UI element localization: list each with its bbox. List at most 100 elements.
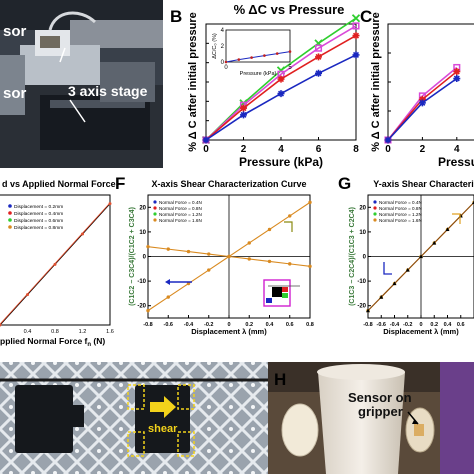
x-tick-label: 2 — [241, 144, 247, 155]
y-tick-label: 0 — [143, 255, 147, 261]
data-point — [240, 104, 247, 112]
inset-point — [224, 60, 228, 64]
data-point — [277, 90, 285, 98]
sensor-sketch-cell — [282, 287, 288, 292]
photo-h: Sensor on gripper — [268, 362, 474, 474]
legend-marker — [373, 218, 377, 222]
x-tick-label: 0.4 — [24, 329, 32, 335]
inset-x-tick-label: 0 — [224, 65, 228, 71]
panel-label-g: G — [338, 174, 351, 193]
chart-g: Y-axis Shear Characterizati-0.8-0.6-0.4-… — [349, 179, 474, 336]
x-axis-label: Pressu — [438, 155, 474, 169]
legend-entry: Normal Force = 0.4N — [159, 200, 202, 205]
shear-label: shear — [148, 423, 178, 435]
data-point — [308, 200, 312, 205]
arrow-head-icon — [165, 279, 170, 285]
photo-h-label-line1: Sensor on — [348, 390, 412, 405]
x-tick-label: -0.2 — [403, 322, 412, 328]
sensor-sketch-frame — [263, 279, 291, 307]
y-tick-label: 10 — [359, 230, 366, 236]
legend-marker — [373, 200, 377, 204]
panel-label-f: F — [115, 174, 125, 193]
legend-entry: Normal Force = 0.4N — [379, 200, 422, 205]
x-tick-label: 0.6 — [286, 322, 294, 328]
chart-title: d vs Applied Normal Force — [2, 179, 116, 189]
x-tick-label: 4 — [278, 144, 284, 155]
x-tick-label: 0.8 — [51, 329, 59, 335]
data-point — [453, 75, 461, 83]
x-tick-label: 1.2 — [79, 329, 87, 335]
x-tick-label: 2 — [420, 144, 426, 155]
inset-point — [263, 54, 266, 57]
data-point — [53, 262, 57, 266]
legend-marker — [8, 211, 12, 215]
y-tick-label: -10 — [137, 279, 146, 285]
data-point — [352, 32, 360, 40]
x-axis-label: Displacement λ (mm) — [191, 327, 267, 336]
data-point — [445, 227, 450, 232]
x-tick-label: 0 — [227, 322, 230, 328]
legend-entry: Normal Force = 1.2N — [159, 212, 202, 217]
data-point — [26, 293, 29, 297]
inset-frame — [225, 29, 291, 63]
y-axis-label: % Δ C after initial pressure — [370, 12, 382, 152]
chart-title: Y-axis Shear Characterizati — [373, 179, 474, 189]
x-tick-label: 0 — [419, 322, 422, 328]
data-point — [247, 257, 251, 261]
x-tick-label: 6 — [316, 144, 322, 155]
y-tick-label: -20 — [357, 304, 366, 310]
chart-b: % ΔC vs Pressure 0 2 4 6 8 Pressure (kPa) % Δ C… — [187, 2, 361, 169]
series-line — [205, 25, 357, 141]
x-tick-label: 0.2 — [245, 322, 253, 328]
photo-a-label: 3 axis stage — [68, 83, 148, 99]
inset-point — [275, 52, 279, 55]
sensor-sketch-core — [272, 287, 282, 297]
data-point — [207, 268, 211, 272]
data-point — [308, 264, 312, 269]
x-tick-label: 0.2 — [430, 322, 438, 328]
data-point — [186, 249, 191, 254]
inset-line — [225, 51, 291, 63]
legend-marker — [153, 218, 157, 222]
data-point — [240, 111, 247, 119]
data-point — [277, 75, 285, 83]
legend-entry: Displacement = 0.6mm — [14, 218, 63, 224]
legend-marker — [8, 225, 12, 229]
y-tick-label: 20 — [139, 205, 146, 211]
data-point — [315, 53, 322, 61]
photo-a-label: sor — [3, 85, 27, 102]
x-tick-label: 8 — [353, 144, 359, 155]
data-point — [207, 252, 211, 256]
y-tick-label: -20 — [137, 304, 146, 310]
data-point — [419, 254, 423, 259]
x-tick-label: -0.8 — [363, 322, 372, 328]
data-point — [0, 323, 2, 327]
y-tick-label: 10 — [139, 230, 146, 236]
data-point — [166, 295, 170, 299]
legend-entry: Normal Force = 0.8N — [379, 206, 422, 211]
x-tick-label: -0.6 — [377, 322, 386, 328]
data-point — [351, 14, 361, 23]
data-point — [247, 241, 251, 245]
data-point — [267, 259, 272, 264]
data-point — [314, 44, 323, 52]
legend-marker — [153, 212, 157, 216]
legend-entry: Normal Force = 0.8N — [159, 206, 202, 211]
data-point — [81, 232, 84, 236]
data-point — [384, 136, 392, 144]
legend-marker — [8, 204, 12, 208]
chart-f: X-axis Shear Characterization Curve -0.8 -… — [129, 179, 314, 336]
data-point — [366, 308, 370, 313]
photo-h-label-line2: gripper — [358, 404, 403, 419]
x-tick-label: 0.4 — [266, 322, 275, 328]
x-tick-label: 0.8 — [306, 322, 314, 328]
bracket-icon — [284, 221, 293, 232]
data-point — [166, 247, 170, 251]
data-point — [432, 240, 437, 245]
data-point — [108, 202, 112, 206]
x-tick-label: 0.6 — [457, 322, 465, 328]
inset-point — [288, 50, 292, 53]
bracket-icon — [383, 262, 392, 275]
